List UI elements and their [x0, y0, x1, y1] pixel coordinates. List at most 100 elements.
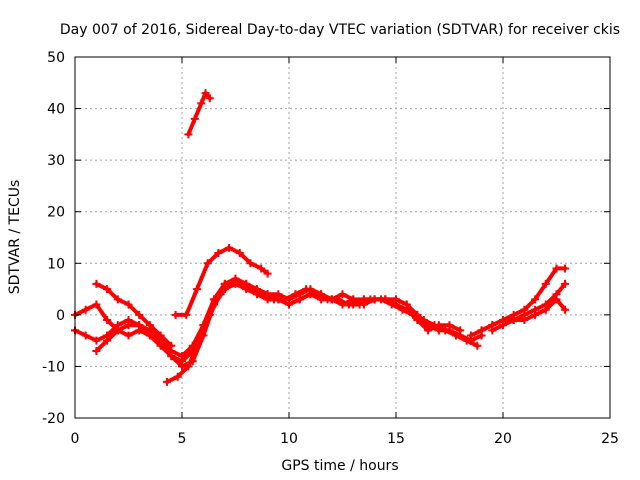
data-point — [203, 259, 212, 268]
data-point — [81, 331, 90, 340]
data-point — [312, 290, 321, 299]
data-point — [113, 326, 122, 335]
grid-lines — [75, 57, 610, 418]
y-tick-label: 0 — [56, 308, 65, 324]
data-point — [499, 321, 507, 330]
x-tick-label: 0 — [71, 431, 80, 447]
data-point — [184, 362, 193, 371]
data-point — [285, 300, 293, 309]
data-point — [171, 310, 180, 319]
data-point — [355, 300, 364, 309]
data-point — [552, 295, 561, 304]
data-point — [248, 285, 257, 294]
data-point — [419, 316, 428, 325]
data-point — [205, 310, 214, 319]
data-point — [145, 321, 154, 330]
y-tick-label: -10 — [42, 359, 65, 375]
data-point — [167, 352, 176, 361]
data-point — [466, 331, 475, 340]
data-point — [302, 285, 311, 294]
y-tick-label: 40 — [47, 102, 65, 118]
data-point — [92, 346, 101, 355]
data-point — [531, 310, 540, 319]
data-point — [81, 305, 90, 314]
series-track-5 — [92, 279, 176, 350]
data-point — [377, 295, 386, 304]
data-point — [103, 316, 112, 325]
data-point — [235, 248, 244, 257]
chart-title: Day 007 of 2016, Sidereal Day-to-day VTE… — [60, 22, 620, 38]
data-point — [344, 300, 353, 309]
x-tick-label: 15 — [387, 431, 405, 447]
data-point — [246, 259, 255, 268]
data-point — [561, 279, 570, 288]
data-point — [520, 316, 529, 325]
data-point — [387, 300, 396, 309]
x-tick-label: 10 — [280, 431, 298, 447]
data-point — [190, 114, 199, 123]
data-point — [531, 295, 540, 304]
data-point — [92, 300, 101, 309]
data-point — [291, 290, 300, 299]
data-point — [124, 331, 133, 340]
series-line — [468, 281, 568, 338]
data-point — [270, 295, 279, 304]
data-point — [113, 295, 122, 304]
data-point — [541, 279, 550, 288]
series-line — [73, 276, 473, 364]
data-point — [225, 243, 234, 252]
data-point — [263, 269, 272, 278]
y-axis-label: SDTVAR / TECUs — [7, 180, 23, 295]
data-point — [216, 290, 225, 299]
x-tick-label: 25 — [601, 431, 619, 447]
series-track-9 — [466, 279, 570, 340]
data-point — [462, 336, 471, 345]
data-point — [259, 290, 268, 299]
data-point — [280, 295, 289, 304]
data-point — [477, 326, 486, 335]
data-point — [323, 295, 332, 304]
y-tick-label: 10 — [47, 256, 65, 272]
data-point — [237, 279, 246, 288]
data-point — [124, 321, 133, 330]
data-point — [197, 99, 206, 108]
y-tick-label: 50 — [47, 50, 65, 66]
data-point — [135, 310, 144, 319]
series-track-7 — [184, 89, 214, 139]
data-point — [192, 285, 201, 294]
series-track-4 — [163, 279, 482, 386]
data-point — [156, 331, 165, 340]
axis-ticks: 0 5 10 15 20 25 -20 -10 0 10 20 30 40 50 — [42, 50, 619, 447]
data-point — [163, 377, 172, 386]
data-point — [205, 94, 214, 103]
data-point — [92, 336, 101, 345]
data-point — [349, 295, 358, 304]
y-tick-label: -20 — [42, 411, 65, 427]
data-point — [409, 310, 418, 319]
x-axis-label: GPS time / hours — [281, 458, 398, 474]
data-series — [71, 89, 570, 386]
data-point — [195, 336, 204, 345]
data-point — [509, 316, 518, 325]
series-track-6 — [171, 243, 272, 319]
data-point — [430, 321, 439, 330]
data-point — [214, 248, 223, 257]
data-point — [227, 279, 236, 288]
y-tick-label: 20 — [47, 205, 65, 221]
data-point — [295, 295, 304, 304]
data-point — [201, 89, 210, 98]
data-point — [473, 341, 482, 350]
series-line — [173, 245, 270, 317]
data-point — [561, 264, 570, 273]
data-point — [398, 305, 407, 314]
data-point — [92, 279, 101, 288]
data-point — [561, 305, 570, 314]
data-point — [441, 326, 450, 335]
data-point — [541, 305, 550, 314]
series-track-1 — [71, 274, 465, 361]
data-point — [334, 295, 343, 304]
series-line — [186, 91, 212, 137]
series-line — [94, 281, 174, 348]
data-point — [552, 264, 561, 273]
